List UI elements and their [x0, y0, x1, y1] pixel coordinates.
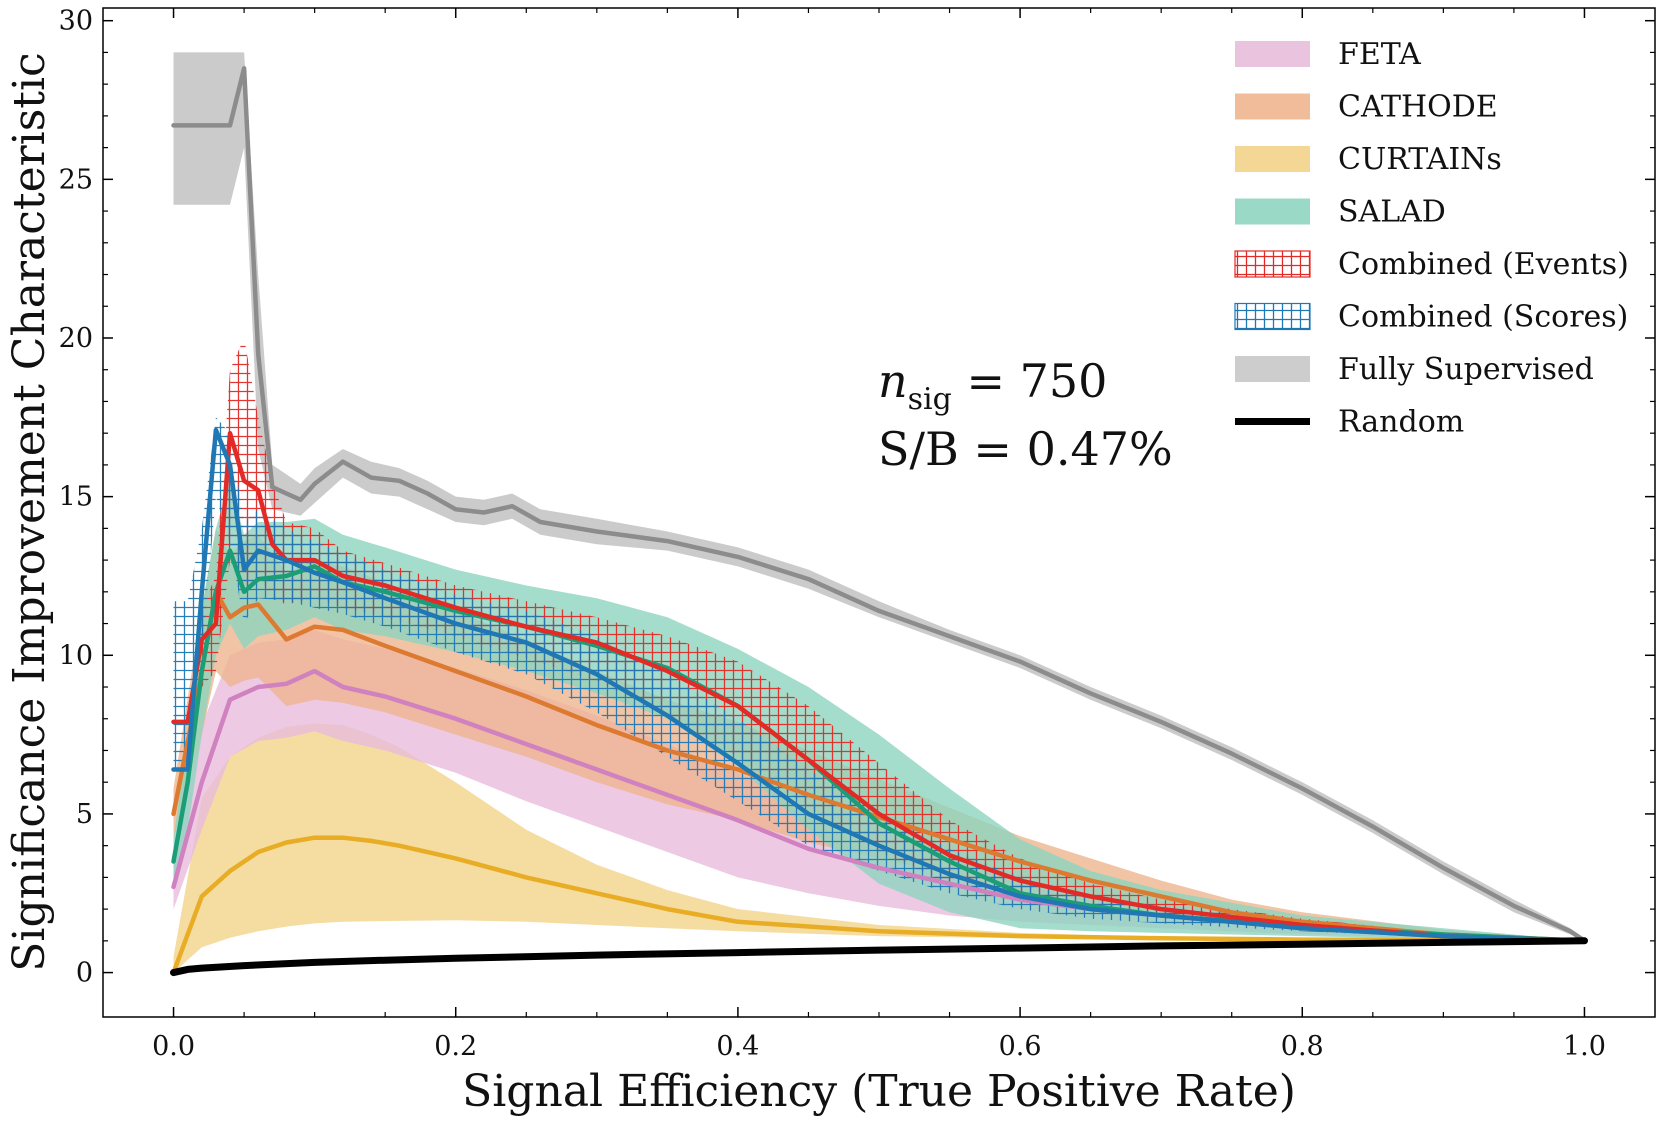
x-tick-label: 0.2: [434, 1031, 477, 1062]
line-random: [170, 937, 1588, 977]
band-salad: [173, 480, 1585, 941]
legend-swatch: [1235, 356, 1310, 382]
legend-swatch: [1235, 41, 1310, 67]
line-combined-events: [171, 430, 1587, 944]
legend-item-combined-events: Combined (Events): [1234, 247, 1629, 282]
y-tick-label: 10: [59, 640, 93, 671]
x-tick-label: 0.4: [716, 1031, 759, 1062]
y-tick-label: 25: [59, 164, 93, 195]
line-fully-supervised: [171, 66, 1587, 944]
legend-item-salad: SALAD: [1235, 195, 1446, 230]
legend-label: FETA: [1338, 37, 1421, 72]
x-tick-label: 0.8: [1281, 1031, 1324, 1062]
legend-item-curtains: CURTAINs: [1235, 142, 1502, 177]
legend-label: Fully Supervised: [1338, 352, 1594, 387]
y-tick-label: 30: [59, 6, 93, 37]
legend-label: Combined (Events): [1338, 247, 1629, 282]
legend-swatch: [1234, 302, 1311, 331]
y-tick-label: 15: [59, 482, 93, 513]
y-axis-title: Significance Improvement Characteristic: [4, 52, 55, 971]
annotation-sb: S/B = 0.47%: [878, 422, 1173, 476]
legend-item-combined-scores: Combined (Scores): [1234, 300, 1628, 335]
y-tick-label: 20: [59, 323, 93, 354]
axis-ticks: 0.0 0.2 0.4 0.6 0.8 1.0 0 5 10 15 20 25 30: [59, 6, 1655, 1062]
legend-swatch: [1235, 146, 1310, 172]
band-curtains: [173, 723, 1585, 973]
legend-item-fully-supervised: Fully Supervised: [1235, 352, 1594, 387]
legend-label: CURTAINs: [1338, 142, 1502, 177]
legend-swatch: [1234, 250, 1311, 278]
legend-label: SALAD: [1338, 195, 1446, 230]
line-cathode: [171, 589, 1587, 944]
y-tick-label: 5: [76, 799, 93, 830]
legend-swatch: [1235, 93, 1310, 120]
band-combined-scores: [173, 417, 1585, 941]
legend-label: Combined (Scores): [1338, 300, 1628, 335]
legend-label: CATHODE: [1338, 90, 1498, 125]
x-axis-title: Signal Efficiency (True Positive Rate): [462, 1066, 1296, 1117]
legend-label: Random: [1338, 405, 1464, 440]
annotation-nsig: nsig = 750: [878, 354, 1107, 417]
legend-swatch: [1235, 198, 1310, 225]
uncertainty-bands: [173, 52, 1585, 973]
line-combined-scores: [171, 427, 1587, 944]
series-lines: [170, 66, 1588, 977]
legend: FETA CATHODE CURTAINs SALAD Combined (Events…: [1234, 37, 1629, 440]
legend-item-feta: FETA: [1235, 37, 1421, 72]
line-curtains: [171, 835, 1587, 975]
legend-item-random: Random: [1235, 405, 1464, 440]
y-tick-label: 0: [76, 958, 93, 989]
legend-item-cathode: CATHODE: [1235, 90, 1498, 125]
x-tick-label: 1.0: [1563, 1031, 1606, 1062]
x-tick-label: 0.0: [152, 1031, 195, 1062]
x-tick-label: 0.6: [999, 1031, 1042, 1062]
annotation-box: nsig = 750 S/B = 0.47%: [878, 354, 1173, 476]
